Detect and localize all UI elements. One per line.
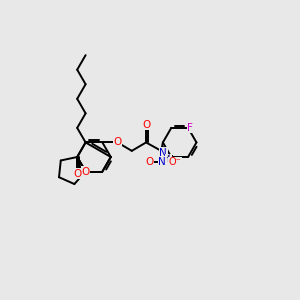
- Text: O: O: [142, 120, 150, 130]
- Text: O: O: [82, 167, 90, 176]
- Text: N: N: [158, 157, 166, 167]
- Text: +: +: [165, 152, 171, 161]
- Text: F: F: [187, 123, 193, 133]
- Text: O: O: [145, 157, 153, 167]
- Text: O: O: [73, 169, 81, 179]
- Text: N: N: [159, 148, 167, 158]
- Text: O⁻: O⁻: [169, 157, 181, 167]
- Text: O: O: [113, 137, 122, 148]
- Text: H: H: [166, 155, 172, 164]
